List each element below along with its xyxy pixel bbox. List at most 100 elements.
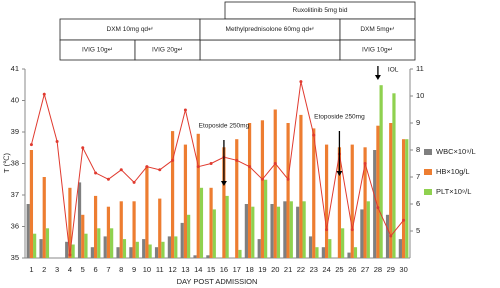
temperature-point <box>94 171 98 175</box>
bar <box>154 247 159 258</box>
bar <box>296 206 300 258</box>
x-tick-label: 17 <box>233 265 241 274</box>
temperature-line <box>30 81 404 255</box>
treatment-label: Ruxolitinib 5mg bid <box>293 7 348 14</box>
bar <box>110 228 114 258</box>
x-tick-label: 6 <box>93 265 97 274</box>
bar <box>209 187 213 258</box>
bar <box>389 123 393 258</box>
x-tick-label: 12 <box>168 265 176 274</box>
bar <box>385 214 390 258</box>
bar <box>312 128 316 258</box>
legend-swatch <box>424 149 432 155</box>
x-tick-label: 8 <box>119 265 123 274</box>
legend-swatch <box>424 189 432 195</box>
bar <box>129 247 133 258</box>
bar <box>270 204 274 258</box>
x-tick-label: 18 <box>245 265 253 274</box>
temperature-point <box>299 80 303 84</box>
legend-label: HB×10g/L <box>436 167 470 176</box>
bar <box>199 187 204 258</box>
y2-tick-label: 7 <box>416 172 420 181</box>
temperature-point <box>235 158 239 162</box>
bar <box>260 120 265 258</box>
annotation-arrowhead <box>374 75 381 80</box>
bar <box>81 214 85 258</box>
bar <box>42 177 46 258</box>
annotation: IOL <box>388 67 399 74</box>
y-tick-label: 41 <box>11 64 19 73</box>
bar <box>97 228 101 258</box>
legend-label: PLT×10⁹/L <box>436 187 471 196</box>
bar <box>251 206 255 258</box>
bar <box>405 139 409 258</box>
bar <box>135 241 139 258</box>
temperature-point <box>171 158 175 162</box>
treatment-label: IVIG 10g↵ <box>362 47 393 54</box>
y-tick-label: 37 <box>11 190 19 199</box>
temperature-point <box>402 218 406 222</box>
bar <box>212 209 216 258</box>
bar <box>257 239 261 258</box>
bar <box>273 109 277 258</box>
bar <box>286 123 290 258</box>
bar <box>366 201 370 258</box>
temperature-point <box>312 133 316 137</box>
bar <box>324 144 329 258</box>
x-tick-label: 7 <box>106 265 110 274</box>
bar <box>289 201 293 258</box>
x-tick-label: 14 <box>194 265 202 274</box>
bar <box>276 206 281 258</box>
bar <box>132 201 136 258</box>
bar <box>158 198 162 258</box>
x-tick-label: 3 <box>55 265 59 274</box>
bar <box>187 214 191 258</box>
bar <box>84 233 88 258</box>
temperature-point <box>363 162 367 165</box>
bar <box>238 249 242 258</box>
bar <box>196 133 200 258</box>
temperature-point <box>350 228 354 232</box>
x-tick-label: 11 <box>156 265 164 274</box>
x-tick-label: 20 <box>271 265 279 274</box>
treatment-label: DXM 5mg↵ <box>360 26 394 33</box>
x-tick-label: 2 <box>42 265 46 274</box>
bar <box>244 204 248 258</box>
bar <box>90 247 94 258</box>
y2-tick-label: 6 <box>416 199 420 208</box>
y2-tick-label: 5 <box>416 226 420 235</box>
y-tick-label: 36 <box>11 221 19 230</box>
temperature-point <box>389 234 393 238</box>
temperature-point <box>132 180 136 184</box>
y2-tick-label: 11 <box>416 64 424 73</box>
bar <box>235 139 239 258</box>
bar <box>26 204 30 258</box>
bar <box>106 206 111 258</box>
temperature-point <box>376 206 380 210</box>
temperature-point <box>81 146 85 150</box>
x-tick-label: 27 <box>361 265 369 274</box>
bar <box>379 85 383 258</box>
x-tick-label: 21 <box>284 265 292 274</box>
bar <box>264 179 268 258</box>
y-tick-label: 40 <box>11 95 19 104</box>
bar <box>122 239 127 258</box>
bar <box>145 166 149 258</box>
bar <box>360 209 364 258</box>
bar <box>116 247 120 258</box>
bar <box>302 201 306 258</box>
bar <box>65 241 69 258</box>
bar <box>398 239 402 258</box>
temperature-point <box>260 177 264 181</box>
bar <box>308 236 313 258</box>
x-tick-label: 24 <box>322 265 330 274</box>
bar <box>299 114 303 259</box>
annotation-arrowhead <box>336 171 343 176</box>
bar <box>142 239 146 258</box>
x-tick-label: 23 <box>310 265 318 274</box>
temperature-point <box>42 92 46 96</box>
legend-swatch <box>424 169 432 175</box>
x-axis-title: DAY POST ADMISSION <box>177 277 258 286</box>
x-tick-label: 15 <box>207 265 215 274</box>
